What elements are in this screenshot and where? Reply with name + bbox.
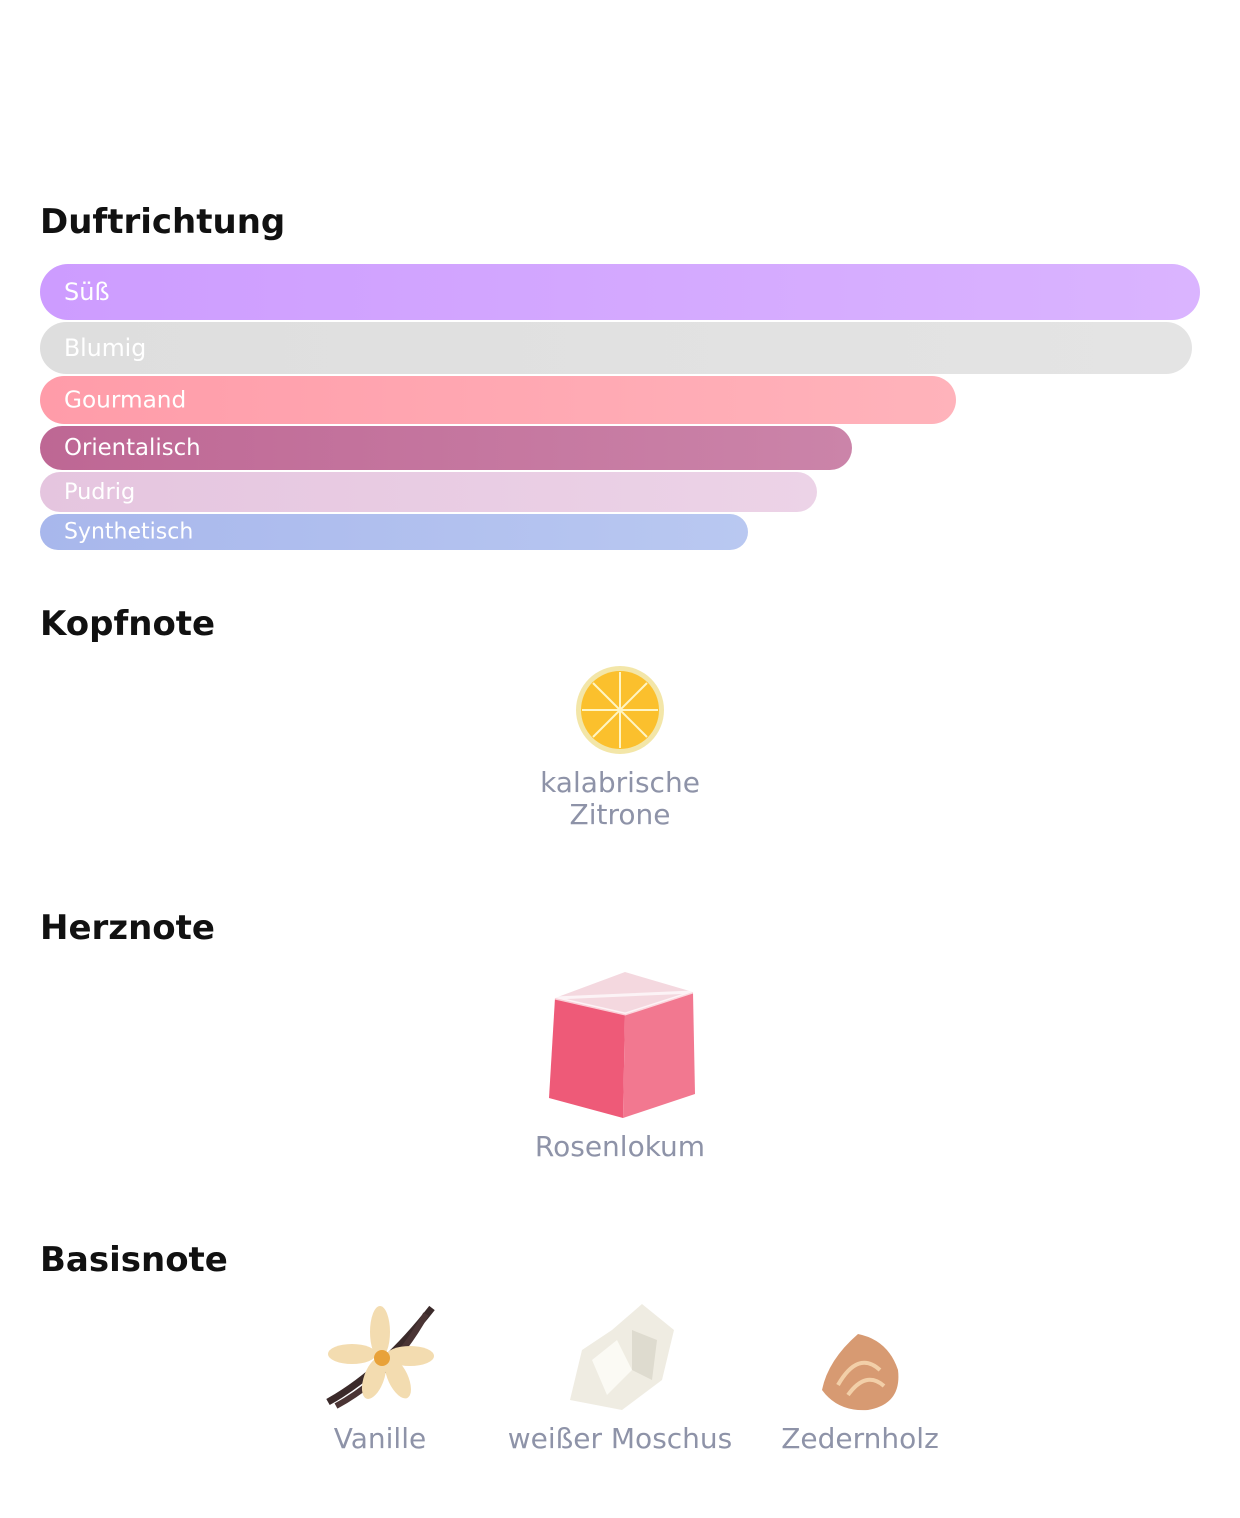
accord-bar: Synthetisch bbox=[40, 514, 748, 550]
accord-bar: Blumig bbox=[40, 322, 1192, 374]
note-label: Zedernholz bbox=[781, 1422, 939, 1455]
accord-bar: Orientalisch bbox=[40, 426, 852, 470]
accord-bar: Süß bbox=[40, 264, 1200, 320]
accord-label: Gourmand bbox=[64, 386, 187, 414]
lemon-icon bbox=[576, 666, 664, 754]
accord-label: Orientalisch bbox=[64, 435, 201, 461]
note-label: Vanille bbox=[333, 1422, 427, 1455]
accord-label: Pudrig bbox=[64, 479, 136, 505]
vanilla-icon bbox=[326, 1305, 435, 1409]
accord-label: Süß bbox=[64, 278, 110, 306]
cedar-icon bbox=[822, 1334, 899, 1411]
section-title: Duftrichtung bbox=[40, 202, 286, 242]
accord-bar: Gourmand bbox=[40, 376, 957, 424]
accord-label: Synthetisch bbox=[64, 519, 194, 545]
section-title: Basisnote bbox=[40, 1240, 228, 1280]
lokum-icon bbox=[549, 972, 695, 1118]
section-title: Kopfnote bbox=[40, 604, 216, 644]
accord-label: Blumig bbox=[64, 334, 147, 362]
section-title: Herznote bbox=[40, 908, 215, 948]
note-label: Rosenlokum bbox=[534, 1130, 706, 1163]
note-label: weißer Moschus bbox=[507, 1422, 733, 1455]
musk-icon bbox=[570, 1304, 674, 1410]
accord-bar: Pudrig bbox=[40, 472, 818, 512]
note-label: kalabrische Zitrone bbox=[540, 766, 700, 831]
